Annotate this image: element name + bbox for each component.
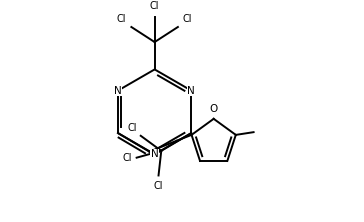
Text: Cl: Cl — [122, 153, 132, 163]
Text: Cl: Cl — [127, 123, 136, 133]
Text: Cl: Cl — [183, 14, 192, 24]
Text: N: N — [114, 86, 122, 96]
Text: Cl: Cl — [150, 1, 159, 11]
Text: N: N — [151, 149, 158, 159]
Text: Cl: Cl — [117, 14, 126, 24]
Text: O: O — [210, 104, 218, 114]
Text: N: N — [187, 86, 195, 96]
Text: Cl: Cl — [154, 182, 163, 192]
